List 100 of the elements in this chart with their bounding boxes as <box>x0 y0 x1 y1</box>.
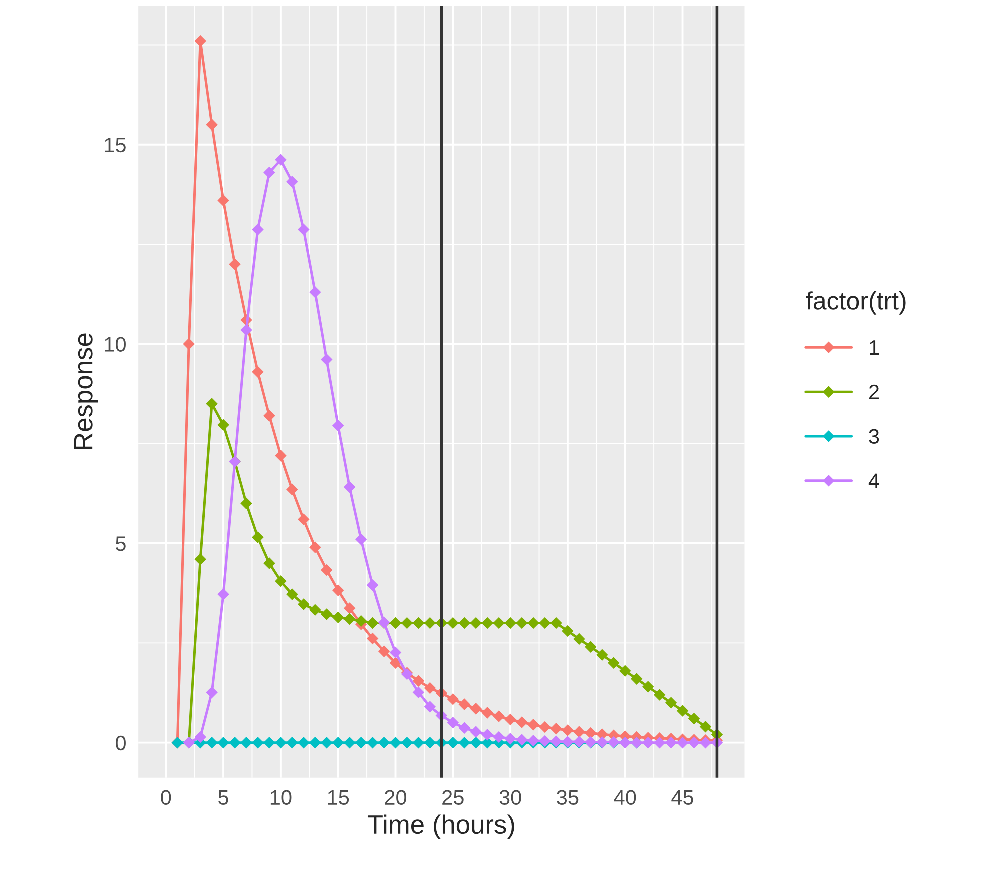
point <box>412 736 425 749</box>
point <box>206 119 218 131</box>
point <box>458 617 471 630</box>
point <box>539 617 551 630</box>
point <box>390 646 402 659</box>
x-tick-label: 35 <box>557 790 579 806</box>
point <box>676 705 689 717</box>
point <box>298 224 310 236</box>
point <box>470 703 482 715</box>
point <box>458 736 471 749</box>
point <box>264 166 276 179</box>
point <box>229 736 241 749</box>
point <box>493 617 505 630</box>
point <box>264 410 276 422</box>
point <box>401 617 414 630</box>
point <box>298 598 310 610</box>
point <box>539 721 551 734</box>
point <box>654 736 666 749</box>
point <box>218 194 230 207</box>
point <box>332 612 344 624</box>
point <box>516 716 528 728</box>
x-axis-title: Time (hours) <box>368 814 514 840</box>
point <box>378 736 390 749</box>
x-tick-label: 30 <box>500 790 522 806</box>
point <box>516 734 528 746</box>
legend-label: 1 <box>870 340 880 355</box>
point <box>504 732 516 745</box>
point <box>252 224 264 236</box>
point <box>447 617 460 630</box>
point <box>619 665 632 677</box>
point <box>630 673 643 685</box>
point <box>366 736 379 749</box>
point <box>344 613 356 626</box>
point <box>574 633 586 646</box>
point <box>504 714 516 726</box>
point <box>344 481 356 494</box>
legend-label: 3 <box>869 429 880 444</box>
point <box>482 728 494 741</box>
point <box>470 617 482 630</box>
point <box>470 726 482 738</box>
point <box>320 608 333 620</box>
point <box>286 484 298 496</box>
point <box>366 579 379 592</box>
point <box>252 366 264 378</box>
legend-label: 4 <box>868 474 880 488</box>
point <box>424 701 436 713</box>
x-tick-label: 15 <box>328 790 350 806</box>
point <box>309 736 322 749</box>
point <box>642 681 654 693</box>
point <box>240 324 252 336</box>
point <box>320 354 333 366</box>
point <box>654 689 666 701</box>
point <box>424 617 436 630</box>
point <box>550 617 562 630</box>
point <box>332 420 344 432</box>
point <box>332 584 344 596</box>
point <box>447 736 460 749</box>
point <box>309 542 322 554</box>
point <box>229 258 241 270</box>
point <box>366 632 379 645</box>
point <box>218 588 230 600</box>
point <box>194 35 206 48</box>
point <box>493 731 505 744</box>
point <box>412 675 425 687</box>
point <box>504 617 516 630</box>
point <box>688 713 700 725</box>
point <box>344 602 356 614</box>
point <box>562 724 574 736</box>
x-tick-label: 0 <box>161 790 172 806</box>
point <box>355 534 368 546</box>
point <box>390 617 402 630</box>
point <box>528 617 540 630</box>
point <box>264 558 276 570</box>
point <box>550 722 562 735</box>
x-tick-label: 45 <box>672 790 694 806</box>
point <box>366 617 379 630</box>
point <box>298 736 310 749</box>
point <box>596 649 608 662</box>
x-tick-label: 5 <box>218 790 228 806</box>
point <box>275 154 287 166</box>
point <box>332 736 344 749</box>
x-tick-label: 25 <box>442 790 464 806</box>
point <box>412 686 425 698</box>
point <box>642 736 654 749</box>
point <box>516 617 528 630</box>
point <box>562 625 574 638</box>
point <box>298 514 310 526</box>
point <box>264 736 276 749</box>
point <box>286 736 298 749</box>
point <box>206 686 218 698</box>
point <box>252 532 264 544</box>
x-tick-label: 20 <box>385 790 407 806</box>
point <box>528 719 540 731</box>
y-axis-title: Response <box>74 334 98 450</box>
point <box>700 720 712 733</box>
x-tick-label: 40 <box>614 790 636 806</box>
y-tick-label: 10 <box>105 337 126 352</box>
point <box>286 588 298 600</box>
point <box>608 657 620 669</box>
point <box>206 398 218 410</box>
